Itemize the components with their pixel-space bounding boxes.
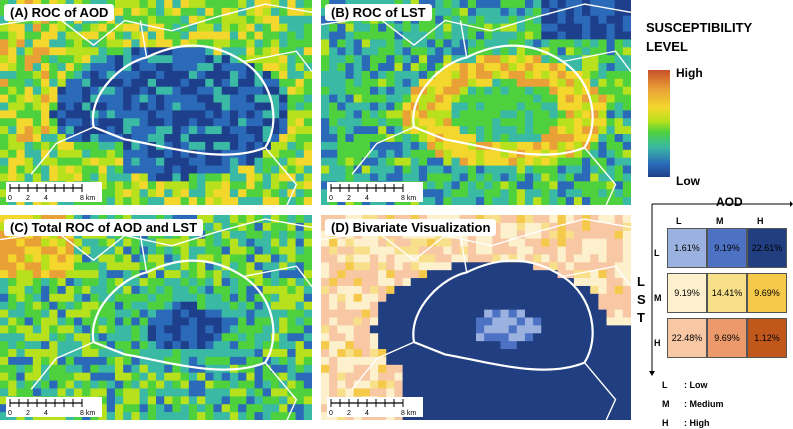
matrix-y-title-t: T [637,310,645,325]
map-panel-d: (D) Bivariate Visualization 0 2 4 8 km [321,215,631,420]
scale-bar-label: 8 km [401,410,416,417]
study-area-boundary [412,259,594,371]
admin-boundary-lines [321,3,631,205]
scale-bar-graphic: 0 2 4 8 km [329,184,416,202]
scale-bar-label: 4 [44,410,48,417]
matrix-col-label-m: M [716,216,724,226]
matrix-cell: 22.61% [747,228,787,268]
panel-c-title: (C) Total ROC of AOD and LST [4,219,204,236]
matrix-col-label-h: H [757,216,764,226]
scale-bar-label: 4 [365,410,369,417]
map-panel-a: (A) ROC of AOD 0 2 4 8 km [0,0,312,205]
key-item-medium: M : Medium [662,399,724,409]
scale-bar-label: 0 [8,195,12,202]
key-desc: : Low [684,380,708,390]
study-area-boundary [412,44,594,156]
scale-bar-label: 0 [329,195,333,202]
legend-title-line1: SUSCEPTIBILITY [646,20,753,35]
matrix-cell: 9.19% [667,273,707,313]
matrix-axes [649,201,793,376]
scale-bar-b: 0 2 4 8 km [327,182,423,202]
admin-boundary-lines [0,3,312,205]
matrix-row-label-l: L [654,248,660,258]
scale-bar-label: 2 [26,195,30,202]
scale-bar-label: 2 [26,410,30,417]
scale-bar-graphic: 0 2 4 8 km [329,399,416,417]
admin-boundary-lines [0,218,312,420]
scale-bar-d: 0 2 4 8 km [327,397,423,417]
color-ramp-legend [648,70,670,177]
scale-bar-label: 4 [44,195,48,202]
map-raster-b [321,0,631,205]
map-raster-d [321,215,631,420]
key-code: M [662,399,670,409]
matrix-row-label-m: M [654,293,662,303]
matrix-y-title-l: L [637,274,645,289]
scale-bar-label: 8 km [401,195,416,202]
study-area-boundary [91,259,275,371]
bivariate-legend: AOD L S T L M H L M H 1.61% 9.19% 22.61% 9.… [637,195,793,429]
key-item-high: H : High [662,418,710,428]
matrix-cell: 22.48% [667,318,707,358]
matrix-cell: 9.69% [707,318,747,358]
scale-bar-label: 8 km [80,410,95,417]
key-desc: : High [684,418,710,428]
scale-bar-label: 2 [347,410,351,417]
matrix-col-label-l: L [676,216,682,226]
scale-bar-label: 2 [347,195,351,202]
legend-high-label: High [676,66,703,80]
panel-d-title: (D) Bivariate Visualization [325,219,497,236]
legend-title: SUSCEPTIBILITY LEVEL [646,18,752,56]
scale-bar-graphic: 0 2 4 8 km [8,399,95,417]
key-item-low: L : Low [662,380,708,390]
map-panel-b: (B) ROC of LST 0 2 4 8 km [321,0,631,205]
map-raster-a [0,0,312,205]
panel-a-title: (A) ROC of AOD [4,4,115,21]
scale-bar-a: 0 2 4 8 km [6,182,102,202]
study-area-boundary [91,44,275,156]
matrix-cell: 9.19% [707,228,747,268]
matrix-y-title-s: S [637,292,646,307]
scale-bar-graphic: 0 2 4 8 km [8,184,95,202]
legend-low-label: Low [676,174,700,188]
scale-bar-label: 4 [365,195,369,202]
matrix-cell: 1.61% [667,228,707,268]
matrix-cell: 14.41% [707,273,747,313]
scale-bar-c: 0 2 4 8 km [6,397,102,417]
key-desc: : Medium [684,399,724,409]
map-panel-c: (C) Total ROC of AOD and LST 0 2 4 8 km [0,215,312,420]
panel-b-title: (B) ROC of LST [325,4,432,21]
matrix-x-title: AOD [716,195,743,209]
legend-title-line2: LEVEL [646,39,688,54]
map-raster-c [0,215,312,420]
admin-boundary-lines [321,218,631,420]
key-code: L [662,380,668,390]
matrix-cell: 9.69% [747,273,787,313]
scale-bar-label: 0 [8,410,12,417]
matrix-cell: 1.12% [747,318,787,358]
scale-bar-label: 0 [329,410,333,417]
matrix-row-label-h: H [654,338,661,348]
key-code: H [662,418,669,428]
scale-bar-label: 8 km [80,195,95,202]
